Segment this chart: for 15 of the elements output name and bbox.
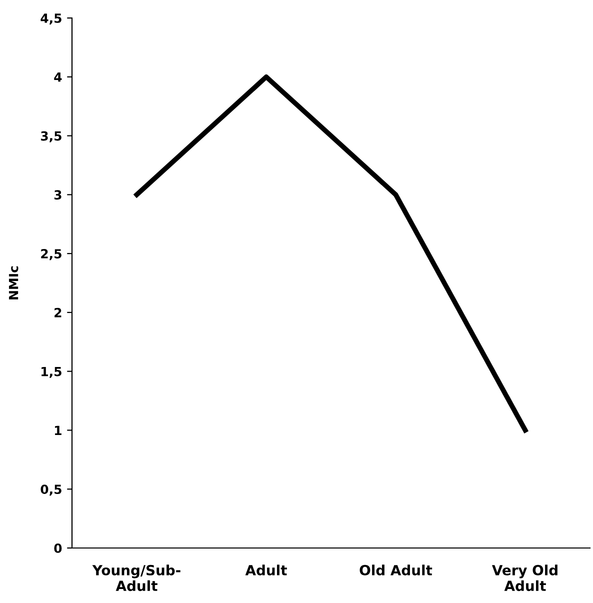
y-tick-label: 2 bbox=[54, 308, 62, 318]
y-tick-label: 1,5 bbox=[42, 366, 62, 378]
y-tick-label: 4 bbox=[54, 72, 62, 82]
y-tick-label: 0 bbox=[54, 543, 62, 553]
y-axis-title: NMIc bbox=[8, 266, 18, 300]
y-tick-label: 3 bbox=[54, 190, 62, 200]
y-tick-label: 4,5 bbox=[40, 14, 62, 25]
x-tick-label: Adult bbox=[245, 564, 287, 576]
x-tick-label: Very Old Adult bbox=[492, 564, 558, 592]
x-tick-label: Old Adult bbox=[360, 564, 432, 576]
y-tick-label: 0,5 bbox=[40, 484, 62, 496]
x-tick-label: Young/Sub- Adult bbox=[92, 564, 180, 592]
y-tick-label: 3,5 bbox=[40, 131, 62, 142]
y-tick-label: 2,5 bbox=[41, 249, 62, 260]
y-tick-label: 1 bbox=[54, 426, 62, 435]
